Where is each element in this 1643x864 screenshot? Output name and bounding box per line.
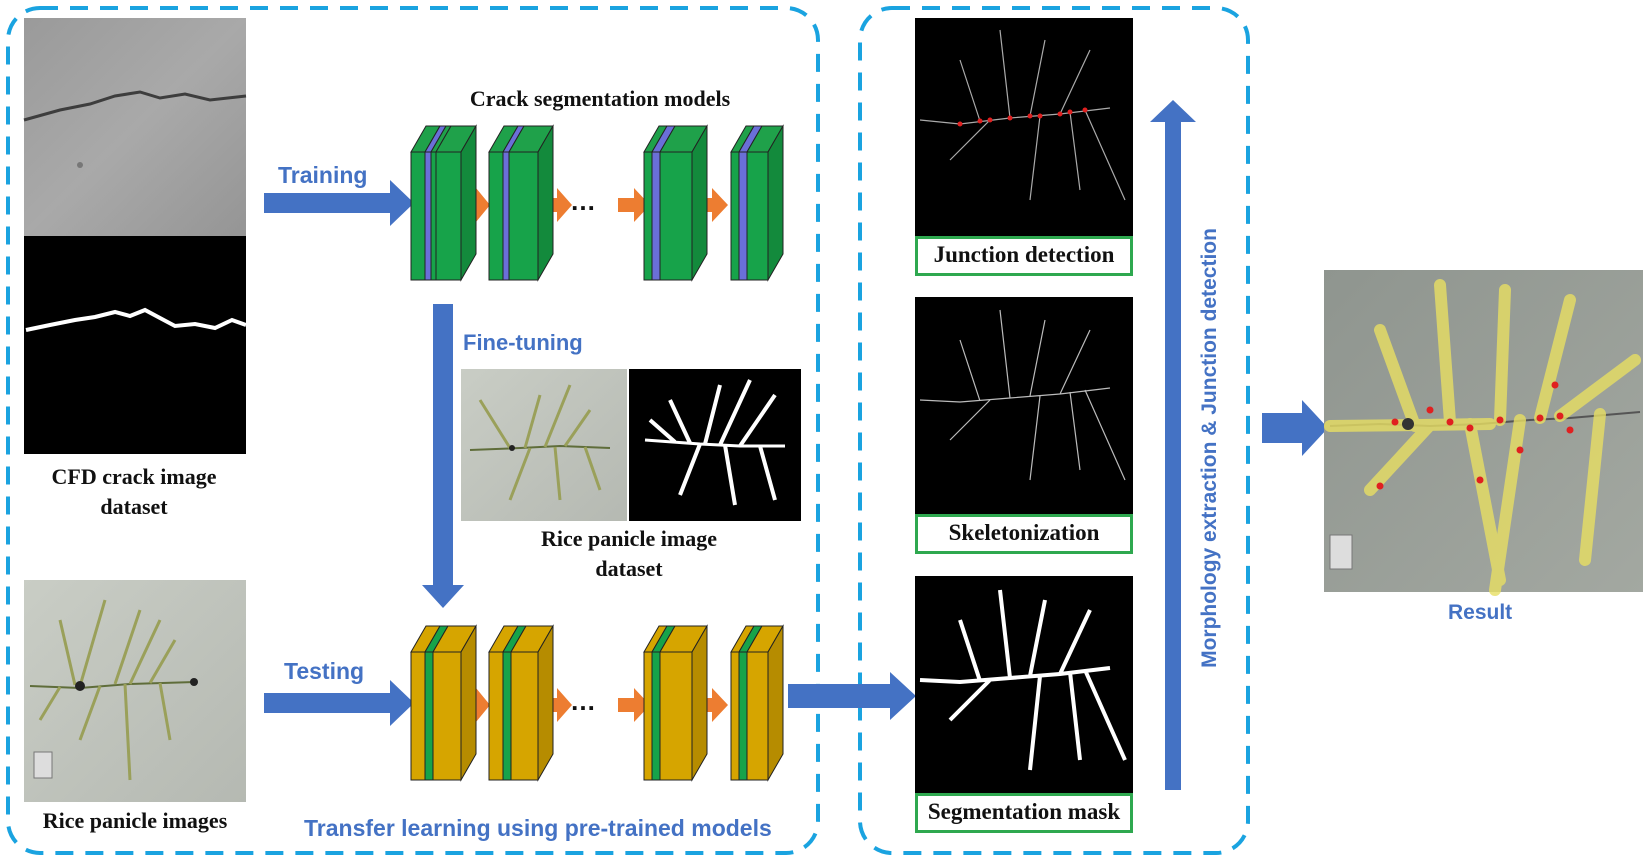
crack-dataset-label: CFD crack image dataset — [51, 464, 217, 519]
skeletonization-image — [915, 297, 1133, 515]
training-label: Training — [278, 162, 368, 188]
result-arrow — [1262, 400, 1328, 456]
left-panel-border — [6, 6, 820, 855]
junction-detection-label: Junction detection — [915, 236, 1133, 276]
right-panel-border — [858, 6, 1250, 855]
segmentation-mask-image — [915, 576, 1133, 794]
result-image — [1324, 270, 1643, 596]
panel-caption: Transfer learning using pre-trained mode… — [304, 815, 772, 841]
rice-dataset-label: Rice panicle image dataset — [541, 526, 717, 581]
ellipsis-top: … — [570, 186, 596, 216]
skeletonization-label: Skeletonization — [915, 514, 1133, 554]
result-label: Result — [1448, 601, 1513, 624]
vertical-morphology-arrow — [1150, 100, 1196, 790]
orange-arrows — [462, 188, 728, 722]
rice-panicle-photo — [24, 580, 246, 802]
crack-image — [23, 18, 247, 236]
crack-model-blocks — [410, 124, 784, 282]
rice-images-label: Rice panicle images — [42, 808, 228, 833]
mask-input-arrow — [788, 672, 916, 720]
morphology-vertical-label: Morphology extraction & Junction detecti… — [1198, 228, 1221, 668]
ellipsis-bottom: … — [570, 686, 596, 716]
junction-detection-image — [915, 18, 1133, 236]
rice-dataset-mask — [629, 369, 801, 521]
finetune-arrow — [422, 304, 464, 608]
training-arrow — [264, 180, 414, 226]
rice-dataset-photo — [461, 369, 627, 521]
transfer-model-blocks — [410, 624, 784, 782]
crack-mask-image — [24, 236, 247, 454]
models-title: Crack segmentation models — [469, 86, 731, 111]
finetune-label: Fine-tuning — [463, 330, 583, 355]
testing-label: Testing — [284, 658, 365, 684]
testing-arrow — [264, 680, 414, 726]
segmentation-mask-label: Segmentation mask — [915, 793, 1133, 833]
